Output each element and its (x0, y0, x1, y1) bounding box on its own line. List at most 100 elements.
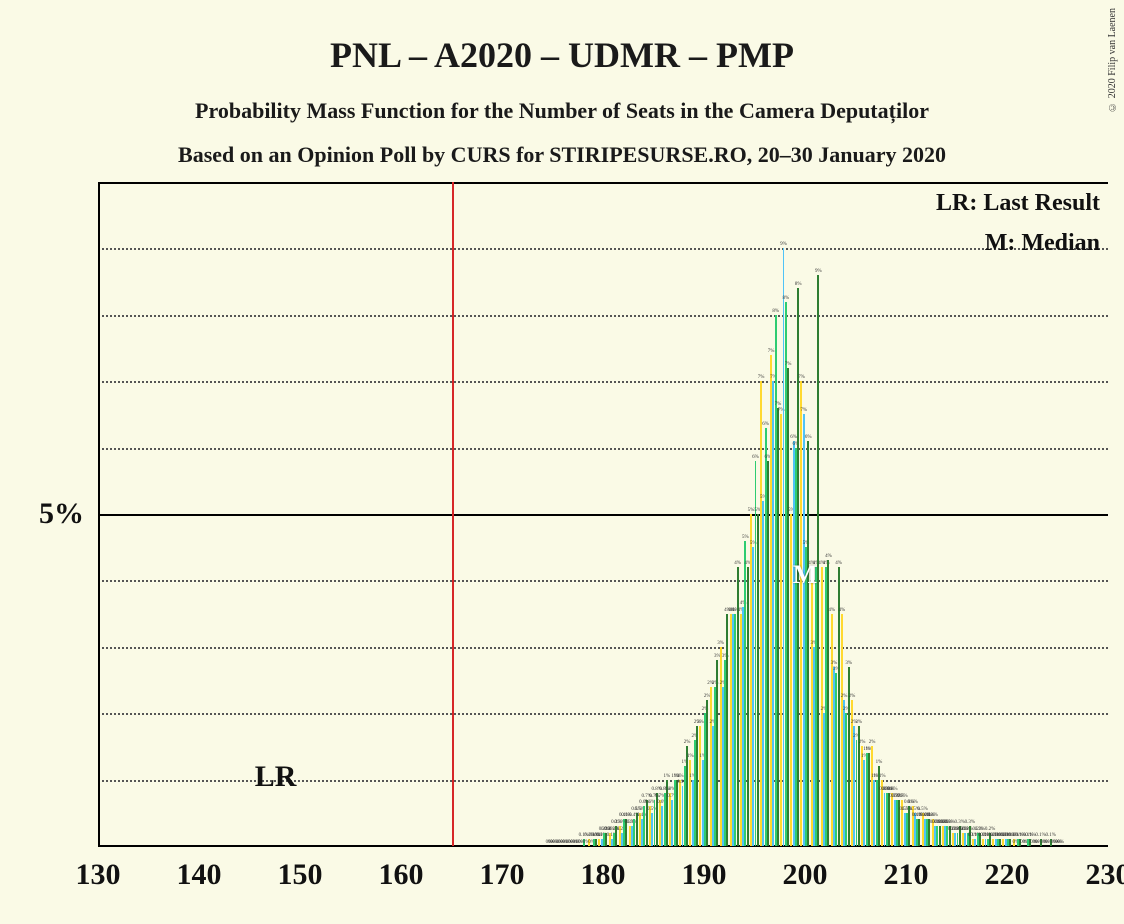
chart-title: PNL – A2020 – UDMR – PMP (0, 0, 1124, 76)
bar-value-label: 8% (782, 296, 789, 301)
bar-value-label: 9% (815, 269, 822, 274)
chart-subtitle-1: Probability Mass Function for the Number… (0, 98, 1124, 124)
bar: 4% (747, 567, 749, 846)
bar: 4% (726, 614, 728, 846)
bar-value-label: 0.4% (928, 813, 938, 818)
gridline-h (98, 780, 1108, 782)
bar-value-label: 8% (772, 309, 779, 314)
bar: 2% (686, 746, 688, 846)
xtick-label: 140 (177, 858, 222, 892)
bar-value-label: 3% (831, 661, 838, 666)
bar-value-label: 2% (855, 720, 862, 725)
gridline-h (98, 182, 1108, 184)
bar: 3% (716, 660, 718, 846)
bar-value-label: 6% (790, 435, 797, 440)
bar: 0.6% (908, 806, 910, 846)
xtick-label: 210 (884, 858, 929, 892)
bar-value-label: 0% (1057, 840, 1064, 845)
bar: 1% (676, 780, 678, 846)
bar: 0.1% (595, 839, 597, 846)
bar-value-label: 4% (828, 608, 835, 613)
bar-value-label: 0.7% (897, 794, 907, 799)
bar: 0.3% (939, 826, 941, 846)
bar-value-label: 0.1% (1045, 833, 1055, 838)
bar-value-label: 2% (684, 740, 691, 745)
bar: 1% (868, 753, 870, 846)
xtick-label: 160 (379, 858, 424, 892)
bar-value-label: 1% (876, 760, 883, 765)
chart-area: 5%130140150160170180190200210220230LRLR:… (98, 182, 1108, 846)
xtick-label: 130 (76, 858, 121, 892)
bar: 0.1% (1009, 839, 1011, 846)
bar-value-label: 1% (879, 774, 886, 779)
last-result-line (452, 182, 454, 846)
gridline-h (98, 448, 1108, 450)
xtick-label: 190 (682, 858, 727, 892)
gridline-h (98, 514, 1108, 516)
bar: 0.1% (999, 839, 1001, 846)
xtick-label: 170 (480, 858, 525, 892)
plot-region: 5%130140150160170180190200210220230LRLR:… (98, 182, 1108, 846)
xtick-label: 150 (278, 858, 323, 892)
bar: 7% (777, 408, 779, 846)
ytick-label: 5% (39, 497, 84, 531)
bar: 0.4% (918, 819, 920, 846)
bar-value-label: 0.2% (962, 827, 972, 832)
bar-value-label: 0.6% (907, 800, 917, 805)
bar: 5% (757, 514, 759, 846)
bar-value-label: 0.2% (975, 827, 985, 832)
bar-value-label: 4% (835, 561, 842, 566)
bar-value-label: 0.5% (917, 807, 927, 812)
gridline-h (98, 248, 1108, 250)
xtick-label: 230 (1086, 858, 1124, 892)
bar-value-label: 7% (785, 362, 792, 367)
bar: 6% (807, 441, 809, 846)
median-label: M (793, 560, 818, 590)
bar-value-label: 5% (748, 508, 755, 513)
bar-value-label: 5% (742, 535, 749, 540)
bar-value-label: 3% (717, 641, 724, 646)
bar-value-label: 7% (798, 375, 805, 380)
bar-value-label: 1% (664, 774, 671, 779)
bar-value-label: 2% (869, 740, 876, 745)
bar-value-label: 4% (734, 561, 741, 566)
last-result-label: LR (255, 760, 297, 794)
bar-value-label: 7% (758, 375, 765, 380)
bar-value-label: 2% (697, 720, 704, 725)
bar-value-label: 7% (768, 349, 775, 354)
bar-value-label: 4% (825, 554, 832, 559)
gridline-h (98, 315, 1108, 317)
xtick-label: 220 (985, 858, 1030, 892)
bar-value-label: 3% (845, 661, 852, 666)
bar-value-label: 0.1% (1025, 833, 1035, 838)
bar-value-label: 6% (762, 422, 769, 427)
bar-value-label: 0.3% (955, 820, 965, 825)
bar: 6% (767, 461, 769, 846)
bar: 2% (696, 726, 698, 846)
bar-value-label: 0.8% (887, 787, 897, 792)
bar-value-label: 2% (859, 740, 866, 745)
bar-value-label: 1% (687, 754, 694, 759)
bar-value-label: 9% (780, 242, 787, 247)
y-axis (98, 182, 100, 846)
bar-value-label: 6% (752, 455, 759, 460)
bar-value-label: 6% (805, 435, 812, 440)
gridline-h (98, 381, 1108, 383)
bar-value-label: 0.3% (944, 820, 954, 825)
bar-value-label: 4% (838, 608, 845, 613)
bar-value-label: 2% (849, 694, 856, 699)
legend-entry: LR: Last Result (936, 190, 1100, 217)
bar: 2% (706, 700, 708, 846)
bar-value-label: 7% (800, 408, 807, 413)
gridline-h (98, 713, 1108, 715)
legend-entry: M: Median (985, 230, 1100, 257)
bar-value-label: 1% (677, 774, 684, 779)
xtick-label: 180 (581, 858, 626, 892)
bar-value-label: 0.3% (965, 820, 975, 825)
bar-value-label: 0.1% (1035, 833, 1045, 838)
bar-value-label: 2% (841, 694, 848, 699)
bar-value-label: 8% (795, 282, 802, 287)
bar: 7% (787, 368, 789, 846)
chart-subtitle-2: Based on an Opinion Poll by CURS for STI… (0, 142, 1124, 168)
bar-value-label: 7% (775, 402, 782, 407)
